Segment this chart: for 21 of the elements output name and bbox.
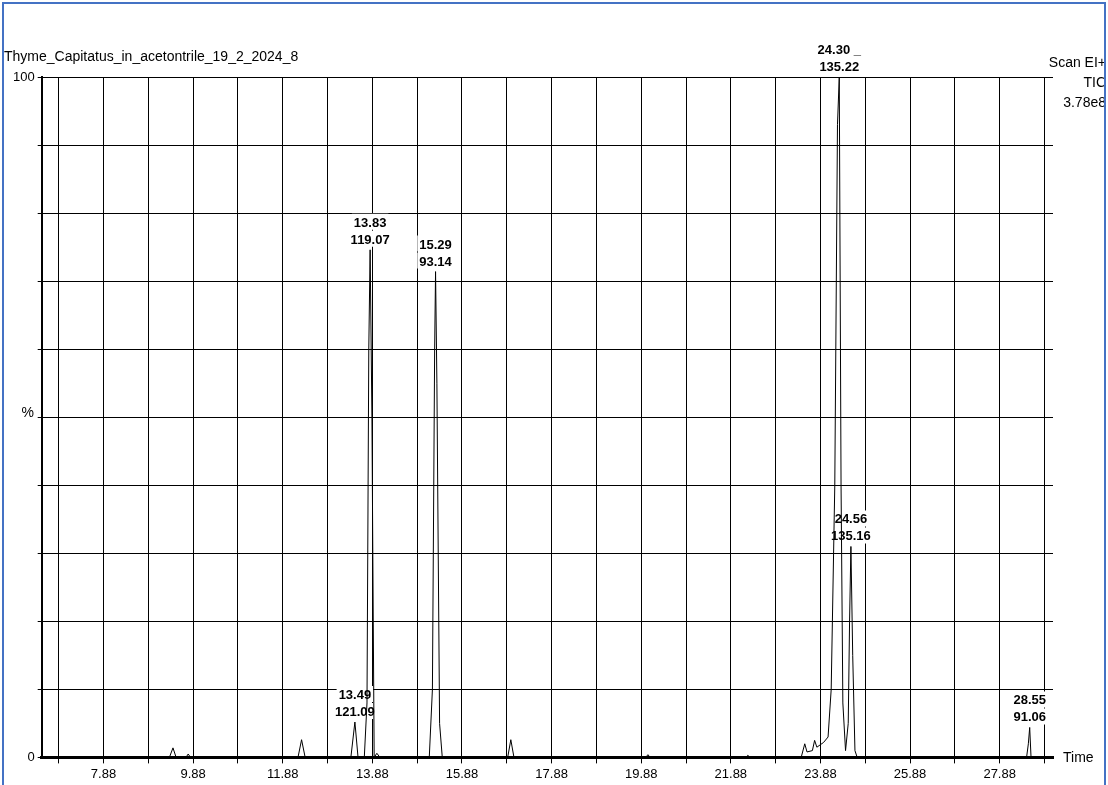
y-tick-label: 100	[12, 68, 35, 84]
annotation: 13.83 119.07	[350, 214, 390, 247]
x-tick-label: 27.88	[983, 765, 1016, 781]
annotation: 28.55 91.06	[1013, 692, 1046, 725]
x-tick-label: 7.88	[90, 765, 117, 781]
x-tick-label: 23.88	[804, 765, 837, 781]
y-axis-title: %	[21, 404, 34, 421]
y-tick-label: 0	[27, 748, 35, 764]
x-axis-title: Time	[1063, 749, 1094, 766]
chart-title: Thyme_Capitatus_in_acetontrile_19_2_2024_8	[4, 48, 299, 64]
text: Scan EI+	[1048, 54, 1106, 70]
x-tick-label: 15.88	[445, 765, 479, 781]
x-tick-label: 9.88	[180, 765, 206, 781]
x-tick-label: 21.88	[714, 765, 748, 781]
x-tick-label: 13.88	[356, 765, 389, 781]
annotation: 24.30 _ 135.22	[817, 42, 862, 74]
x-tick-label: 25.88	[893, 765, 927, 781]
x-tick-label: 11.88	[266, 765, 299, 781]
x-tick-label: 19.88	[624, 765, 658, 781]
x-tick-label: 17.88	[535, 765, 568, 781]
annotation: 15.29 93.14	[419, 236, 453, 269]
